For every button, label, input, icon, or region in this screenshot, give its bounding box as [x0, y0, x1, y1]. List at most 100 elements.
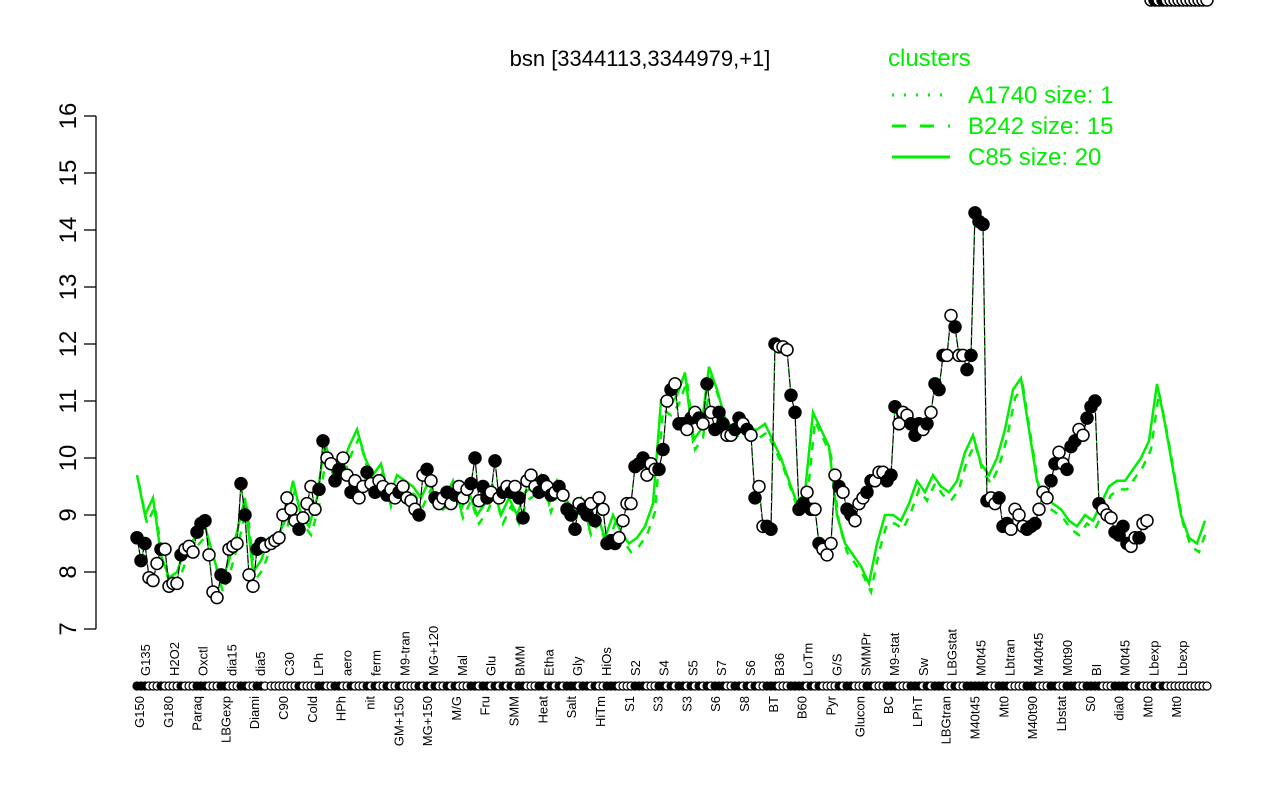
data-point [316, 434, 330, 448]
x-tick-label-top: Gly [570, 656, 585, 676]
x-tick-label-bottom: LBGexp [218, 696, 233, 743]
x-tick-label-bottom: Mt0 [1169, 696, 1184, 718]
x-tick-label-top: M0t90 [1060, 640, 1075, 676]
x-tick-label-top: Mal [455, 655, 470, 676]
x-tick-label-top: M9-stat [887, 632, 902, 676]
x-tick-label-top: S7 [714, 660, 729, 676]
data-point [468, 451, 482, 465]
data-point [150, 556, 164, 571]
data-point [940, 348, 954, 363]
x-tick-label-top: S5 [685, 660, 700, 676]
x-tick-label-top: S6 [743, 660, 758, 676]
data-point [944, 308, 958, 323]
data-point [1044, 474, 1058, 488]
data-point [588, 513, 602, 528]
data-point [198, 513, 212, 528]
x-tick-label-bottom: Paraq [190, 696, 205, 731]
data-point [170, 576, 184, 591]
data-point [828, 468, 842, 482]
x-axis-markers [132, 681, 1212, 691]
data-point [238, 508, 252, 522]
data-point [1076, 428, 1090, 442]
x-tick-label-top: dia5 [253, 651, 268, 676]
data-point [296, 511, 310, 525]
data-point [656, 442, 670, 457]
x-tick-label-top: ferm [368, 650, 383, 676]
data-point [1040, 491, 1054, 505]
data-point [884, 468, 898, 482]
data-point [800, 485, 814, 499]
data-point [202, 548, 216, 562]
y-tick-label: 9 [55, 508, 82, 521]
x-tick-label-bottom: G150 [132, 696, 147, 728]
x-tick-label-top: M0t45 [974, 640, 989, 676]
y-tick-label: 10 [55, 445, 82, 472]
data-point [960, 362, 974, 377]
x-tick-label-top: Etha [541, 648, 556, 676]
data-point [712, 405, 726, 420]
data-point [508, 479, 522, 494]
y-tick-label: 13 [55, 274, 82, 301]
data-point [186, 545, 200, 559]
data-point [138, 536, 152, 551]
data-point [424, 474, 438, 488]
data-point [568, 522, 582, 536]
data-point [158, 542, 172, 556]
x-tick-label-bottom: Diami [247, 696, 262, 729]
x-tick-label-bottom: S0 [1083, 696, 1098, 712]
data-point [924, 405, 938, 420]
y-tick-label: 12 [55, 331, 82, 358]
x-tick-label-top: M0t45 [1118, 640, 1133, 676]
x-tick-label-bottom: S6 [708, 696, 723, 712]
data-point [624, 496, 638, 511]
sample-points [130, 0, 1214, 605]
x-tick-label-bottom: Pyr [823, 695, 838, 715]
x-tick-label-bottom: C90 [276, 696, 291, 720]
data-point [612, 531, 626, 545]
x-tick-label-bottom: Mt0 [1140, 696, 1155, 718]
data-point [820, 548, 834, 562]
data-point [592, 491, 606, 505]
x-tick-label-bottom: S3 [651, 696, 666, 712]
x-tick-label-bottom: BT [766, 696, 781, 713]
x-tick-label-bottom: Heat [535, 696, 550, 724]
data-point [488, 454, 502, 468]
x-tick-label-top: Oxctl [196, 646, 211, 676]
data-point [780, 342, 794, 357]
data-point [680, 422, 694, 437]
data-point [700, 377, 714, 391]
x-tick-label-bottom: S3 [679, 696, 694, 712]
x-tick-label-bottom: Fru [478, 696, 493, 716]
data-point [284, 502, 298, 517]
x-tick-label-bottom: Cold [305, 696, 320, 723]
x-tick-label-top: SMMPr [858, 632, 873, 676]
x-tick-label-bottom: GM+150 [391, 696, 406, 746]
x-tick-label-bottom: BC [881, 696, 896, 714]
data-point [1080, 411, 1094, 425]
x-tick-label-top: Lbexp [1146, 641, 1161, 676]
data-point [230, 536, 244, 551]
data-point [360, 465, 374, 479]
data-point [412, 508, 426, 522]
data-point [308, 502, 322, 517]
x-tick-label-bottom: Glucon [852, 696, 867, 737]
x-tick-label-bottom: HPh [334, 696, 349, 721]
x-tick-label-bottom: MG+150 [420, 696, 435, 746]
x-tick-label-top: BMM [513, 646, 528, 676]
data-point [948, 320, 962, 334]
data-point [964, 348, 978, 363]
data-point [920, 417, 934, 431]
x-tick-label-top: S4 [657, 660, 672, 676]
data-point [788, 405, 802, 420]
data-point [272, 531, 286, 545]
y-tick-label: 7 [55, 622, 82, 635]
data-point [716, 417, 730, 431]
x-tick-label-top: B36 [772, 653, 787, 676]
x-tick-label-top: Glu [484, 656, 499, 676]
data-point [1104, 511, 1118, 525]
x-tick-label-bottom: M40t90 [1025, 696, 1040, 739]
data-point [696, 417, 710, 431]
x-tick-label-bottom: G180 [161, 696, 176, 728]
x-tick-label-bottom: B60 [795, 696, 810, 719]
x-tick-label-top: LBGstat [945, 629, 960, 676]
